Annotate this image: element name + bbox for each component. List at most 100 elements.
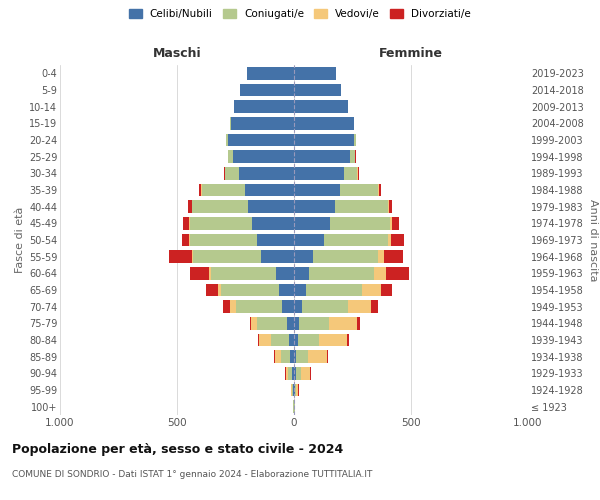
Bar (371, 300, 378, 313)
Bar (390, 217, 392, 230)
Bar (296, 384, 298, 396)
Bar (374, 267, 386, 280)
Bar (294, 84, 341, 96)
Bar (294, 284, 306, 296)
Bar (294, 150, 350, 163)
Bar (294, 234, 325, 246)
Bar (392, 217, 400, 230)
Bar (292, 367, 294, 380)
Bar (298, 334, 319, 346)
Bar (294, 117, 353, 130)
Bar (247, 67, 294, 80)
Bar (306, 284, 362, 296)
Text: Maschi: Maschi (152, 47, 202, 60)
Bar (229, 134, 294, 146)
Bar (380, 284, 392, 296)
Bar (192, 200, 248, 213)
Bar (319, 334, 347, 346)
Bar (388, 234, 391, 246)
Bar (357, 317, 359, 330)
Bar (221, 284, 279, 296)
Bar (294, 217, 330, 230)
Bar (353, 134, 356, 146)
Bar (378, 184, 379, 196)
Bar (189, 217, 190, 230)
Bar (391, 234, 404, 246)
Bar (294, 350, 296, 363)
Bar (271, 334, 289, 346)
Bar (295, 384, 296, 396)
Bar (188, 200, 192, 213)
Bar (259, 334, 271, 346)
Bar (296, 350, 308, 363)
Bar (252, 217, 294, 230)
Bar (286, 367, 288, 380)
Bar (294, 167, 344, 179)
Bar (358, 167, 359, 179)
Bar (251, 317, 257, 330)
Y-axis label: Fasce di età: Fasce di età (14, 207, 25, 273)
Bar (288, 367, 292, 380)
Bar (289, 334, 294, 346)
Bar (327, 350, 328, 363)
Bar (379, 184, 381, 196)
Bar (309, 267, 374, 280)
Bar (325, 234, 388, 246)
Bar (230, 300, 235, 313)
Bar (275, 350, 281, 363)
Bar (290, 350, 294, 363)
Bar (294, 250, 313, 263)
Bar (389, 200, 392, 213)
Bar (294, 384, 295, 396)
Bar (184, 217, 189, 230)
Bar (240, 84, 294, 96)
Bar (182, 234, 188, 246)
Bar (294, 367, 296, 380)
Bar (340, 184, 378, 196)
Bar (202, 184, 245, 196)
Bar (190, 234, 257, 246)
Bar (235, 300, 283, 313)
Bar (193, 250, 261, 263)
Bar (218, 284, 221, 296)
Bar (229, 150, 233, 163)
Bar (294, 300, 302, 313)
Bar (250, 317, 251, 330)
Bar (294, 317, 299, 330)
Bar (294, 334, 298, 346)
Bar (299, 317, 329, 330)
Bar (277, 267, 294, 280)
Bar (308, 350, 327, 363)
Bar (292, 384, 293, 396)
Bar (279, 284, 294, 296)
Bar (245, 184, 294, 196)
Bar (347, 334, 349, 346)
Bar (294, 184, 340, 196)
Bar (192, 250, 193, 263)
Bar (224, 167, 225, 179)
Bar (233, 150, 294, 163)
Bar (190, 217, 252, 230)
Bar (344, 167, 357, 179)
Bar (209, 267, 211, 280)
Bar (330, 217, 390, 230)
Bar (293, 384, 294, 396)
Bar (257, 317, 287, 330)
Bar (199, 184, 202, 196)
Bar (384, 250, 403, 263)
Bar (223, 300, 230, 313)
Bar (296, 367, 301, 380)
Bar (190, 267, 209, 280)
Bar (294, 200, 335, 213)
Bar (257, 234, 294, 246)
Text: COMUNE DI SONDRIO - Dati ISTAT 1° gennaio 2024 - Elaborazione TUTTITALIA.IT: COMUNE DI SONDRIO - Dati ISTAT 1° gennai… (12, 470, 373, 479)
Bar (362, 284, 380, 296)
Bar (239, 167, 294, 179)
Bar (189, 234, 190, 246)
Bar (283, 300, 294, 313)
Bar (225, 167, 239, 179)
Bar (274, 350, 275, 363)
Bar (353, 117, 355, 130)
Bar (301, 367, 310, 380)
Bar (378, 250, 384, 263)
